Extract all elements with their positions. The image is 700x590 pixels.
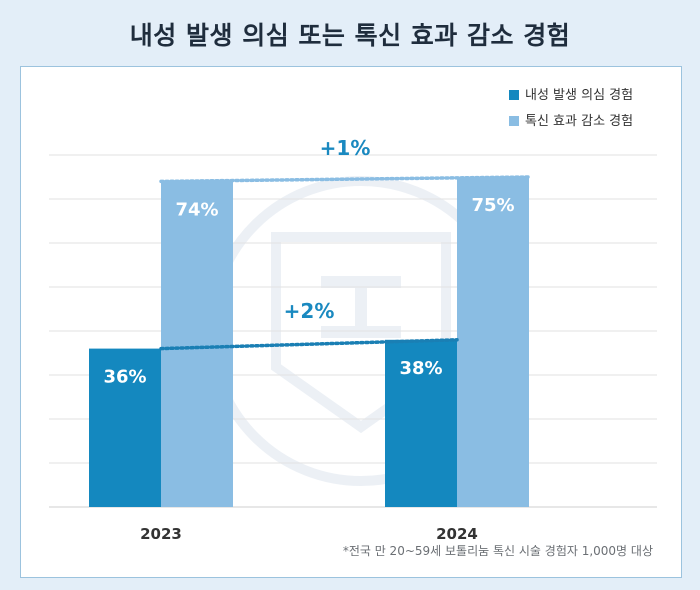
legend-label: 톡신 효과 감소 경험 (525, 114, 633, 129)
connector-line (159, 338, 459, 351)
x-tick-label: 2024 (436, 525, 478, 543)
legend-swatch (509, 116, 519, 126)
change-annotation: +2% (284, 299, 335, 323)
bar-effect-decrease-2023 (161, 181, 233, 507)
bar-effect-decrease-2024 (457, 177, 529, 507)
connector-line (159, 175, 531, 184)
data-label: 74% (175, 199, 218, 220)
data-label: 38% (399, 358, 442, 379)
x-tick-label: 2023 (140, 525, 182, 543)
legend-label: 내성 발생 의심 경험 (525, 88, 633, 103)
x-axis-ticks: 2023 2024 (140, 525, 478, 543)
footnote: *전국 만 20~59세 보톨리눔 톡신 시술 경험자 1,000명 대상 (342, 544, 653, 558)
bar-resistance-2023 (89, 348, 161, 507)
trend-connectors: +1% +2% (159, 136, 531, 351)
data-label: 75% (471, 195, 514, 216)
chart-card: +1% +2% 36% 38% 74% 75% 2023 2024 내성 발생 의심 경험… (20, 66, 682, 578)
change-annotation: +1% (320, 136, 371, 160)
bar-resistance-2024 (385, 339, 457, 507)
data-labels: 36% 38% 74% 75% (103, 195, 514, 388)
bar-group (89, 177, 529, 507)
legend-swatch (509, 90, 519, 100)
data-label: 36% (103, 367, 146, 388)
bar-chart: +1% +2% 36% 38% 74% 75% 2023 2024 내성 발생 의심 경험… (49, 88, 657, 543)
chart-title: 내성 발생 의심 또는 톡신 효과 감소 경험 (129, 21, 571, 50)
